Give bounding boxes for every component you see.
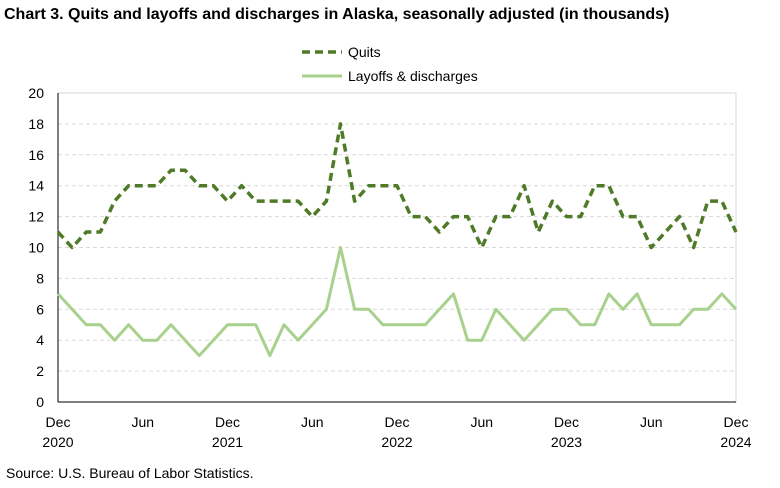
x-tick-month-label: Jun [301,414,324,430]
legend-quits-label: Quits [348,44,381,60]
x-tick-month-label: Dec [46,414,71,430]
y-tick-label: 6 [36,301,44,317]
y-tick-label: 4 [36,332,44,348]
source-note: Source: U.S. Bureau of Labor Statistics. [6,465,254,481]
y-tick-label: 14 [28,178,44,194]
x-tick-year-label: 2024 [720,434,751,450]
x-tick-month-label: Jun [470,414,493,430]
legend: Quits Layoffs & discharges [302,44,478,84]
layoffs-series-line [56,246,738,358]
x-tick-year-label: 2021 [212,434,243,450]
legend-layoffs-label: Layoffs & discharges [348,68,478,84]
x-tick-month-label: Dec [385,414,410,430]
y-tick-label: 20 [28,85,44,101]
x-tick-month-label: Jun [640,414,663,430]
y-axis: 0 2 4 6 8 10 12 14 16 18 20 [28,85,736,410]
y-tick-label: 8 [36,270,44,286]
x-tick-month-label: Dec [554,414,579,430]
x-tick-month-label: Dec [215,414,240,430]
y-tick-label: 18 [28,116,44,132]
gridlines [58,123,736,372]
quits-series-line [56,122,738,250]
y-tick-label: 16 [28,147,44,163]
y-tick-label: 12 [28,209,44,225]
x-tick-month-label: Dec [724,414,749,430]
chart-title: Chart 3. Quits and layoffs and discharge… [4,6,670,23]
x-axis: Dec 2020 Jun Dec 2021 Jun Dec 2022 Jun Dec 2023 Jun… [42,414,751,450]
y-tick-label: 10 [28,240,44,256]
x-tick-year-label: 2023 [551,434,582,450]
y-tick-label: 2 [36,363,44,379]
x-tick-year-label: 2020 [42,434,73,450]
y-tick-label: 0 [36,394,44,410]
x-tick-month-label: Jun [131,414,154,430]
x-tick-year-label: 2022 [381,434,412,450]
series-lines [56,122,738,358]
